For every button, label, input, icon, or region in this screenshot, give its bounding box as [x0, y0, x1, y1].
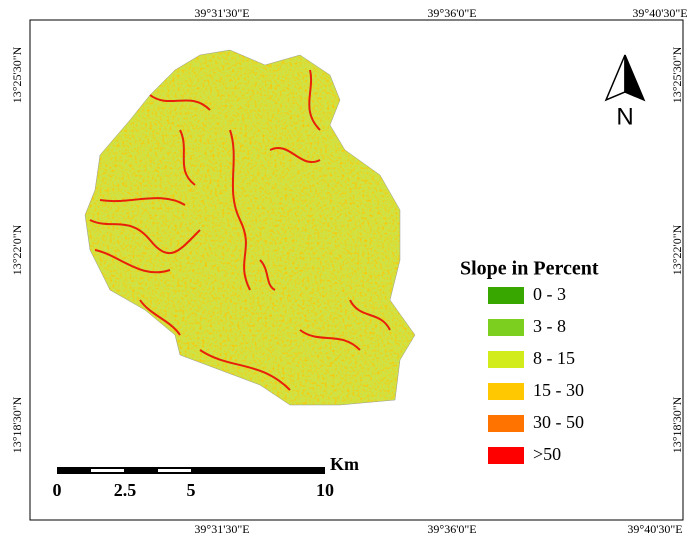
- coord-label: 13°22'0"N: [670, 224, 684, 275]
- scale-label: 2.5: [114, 480, 137, 500]
- legend-title: Slope in Percent: [460, 258, 599, 280]
- coord-label: 13°25'30"N: [670, 46, 684, 103]
- legend-swatch: [488, 383, 524, 400]
- arrow-half: [625, 55, 644, 100]
- legend-swatch: [488, 287, 524, 304]
- arrow-half: [606, 55, 625, 100]
- north-arrow: N: [606, 55, 644, 130]
- bottom-labels: 39°31'30"E 39°36'0"E 39°40'30"E: [194, 522, 682, 536]
- top-labels: 39°31'30"E 39°36'0"E 39°40'30"E: [194, 6, 687, 20]
- coord-label: 13°18'30"N: [10, 396, 24, 453]
- coord-label: 39°40'30"E: [627, 522, 682, 536]
- coord-label: 39°36'0"E: [427, 6, 476, 20]
- coord-label: 39°36'0"E: [427, 522, 476, 536]
- coord-label: 13°25'30"N: [10, 46, 24, 103]
- coord-label: 39°40'30"E: [632, 6, 687, 20]
- scale-segment: [91, 469, 124, 472]
- scale-label: 0: [53, 480, 62, 500]
- legend-swatch: [488, 447, 524, 464]
- coord-label: 13°22'0"N: [10, 224, 24, 275]
- legend-label: 30 - 50: [533, 412, 584, 432]
- coord-label: 13°18'30"N: [670, 396, 684, 453]
- legend-label: >50: [533, 444, 561, 464]
- legend-label: 8 - 15: [533, 348, 575, 368]
- legend-swatch: [488, 351, 524, 368]
- legend-label: 3 - 8: [533, 316, 566, 336]
- legend-label: 0 - 3: [533, 284, 566, 304]
- scale-label: 5: [187, 480, 196, 500]
- coord-label: 39°31'30"E: [194, 6, 249, 20]
- scale-bar: Km 0 2.5 5 10: [53, 454, 360, 500]
- coord-label: 39°31'30"E: [194, 522, 249, 536]
- scale-label: 10: [316, 480, 334, 500]
- left-labels: 13°25'30"N 13°22'0"N 13°18'30"N: [10, 46, 24, 453]
- legend-swatch: [488, 319, 524, 336]
- legend-label: 15 - 30: [533, 380, 584, 400]
- slope-raster: [80, 45, 420, 410]
- legend: 0 - 3 3 - 8 8 - 15 15 - 30 30 - 50 >50: [488, 284, 584, 464]
- scale-segment: [158, 469, 191, 472]
- scale-unit: Km: [330, 454, 359, 474]
- legend-swatch: [488, 415, 524, 432]
- map-figure: 39°31'30"E 39°36'0"E 39°40'30"E 39°31'30…: [0, 0, 691, 540]
- north-label: N: [616, 103, 633, 130]
- right-labels: 13°25'30"N 13°22'0"N 13°18'30"N: [670, 46, 684, 453]
- raster-texture: [80, 45, 420, 410]
